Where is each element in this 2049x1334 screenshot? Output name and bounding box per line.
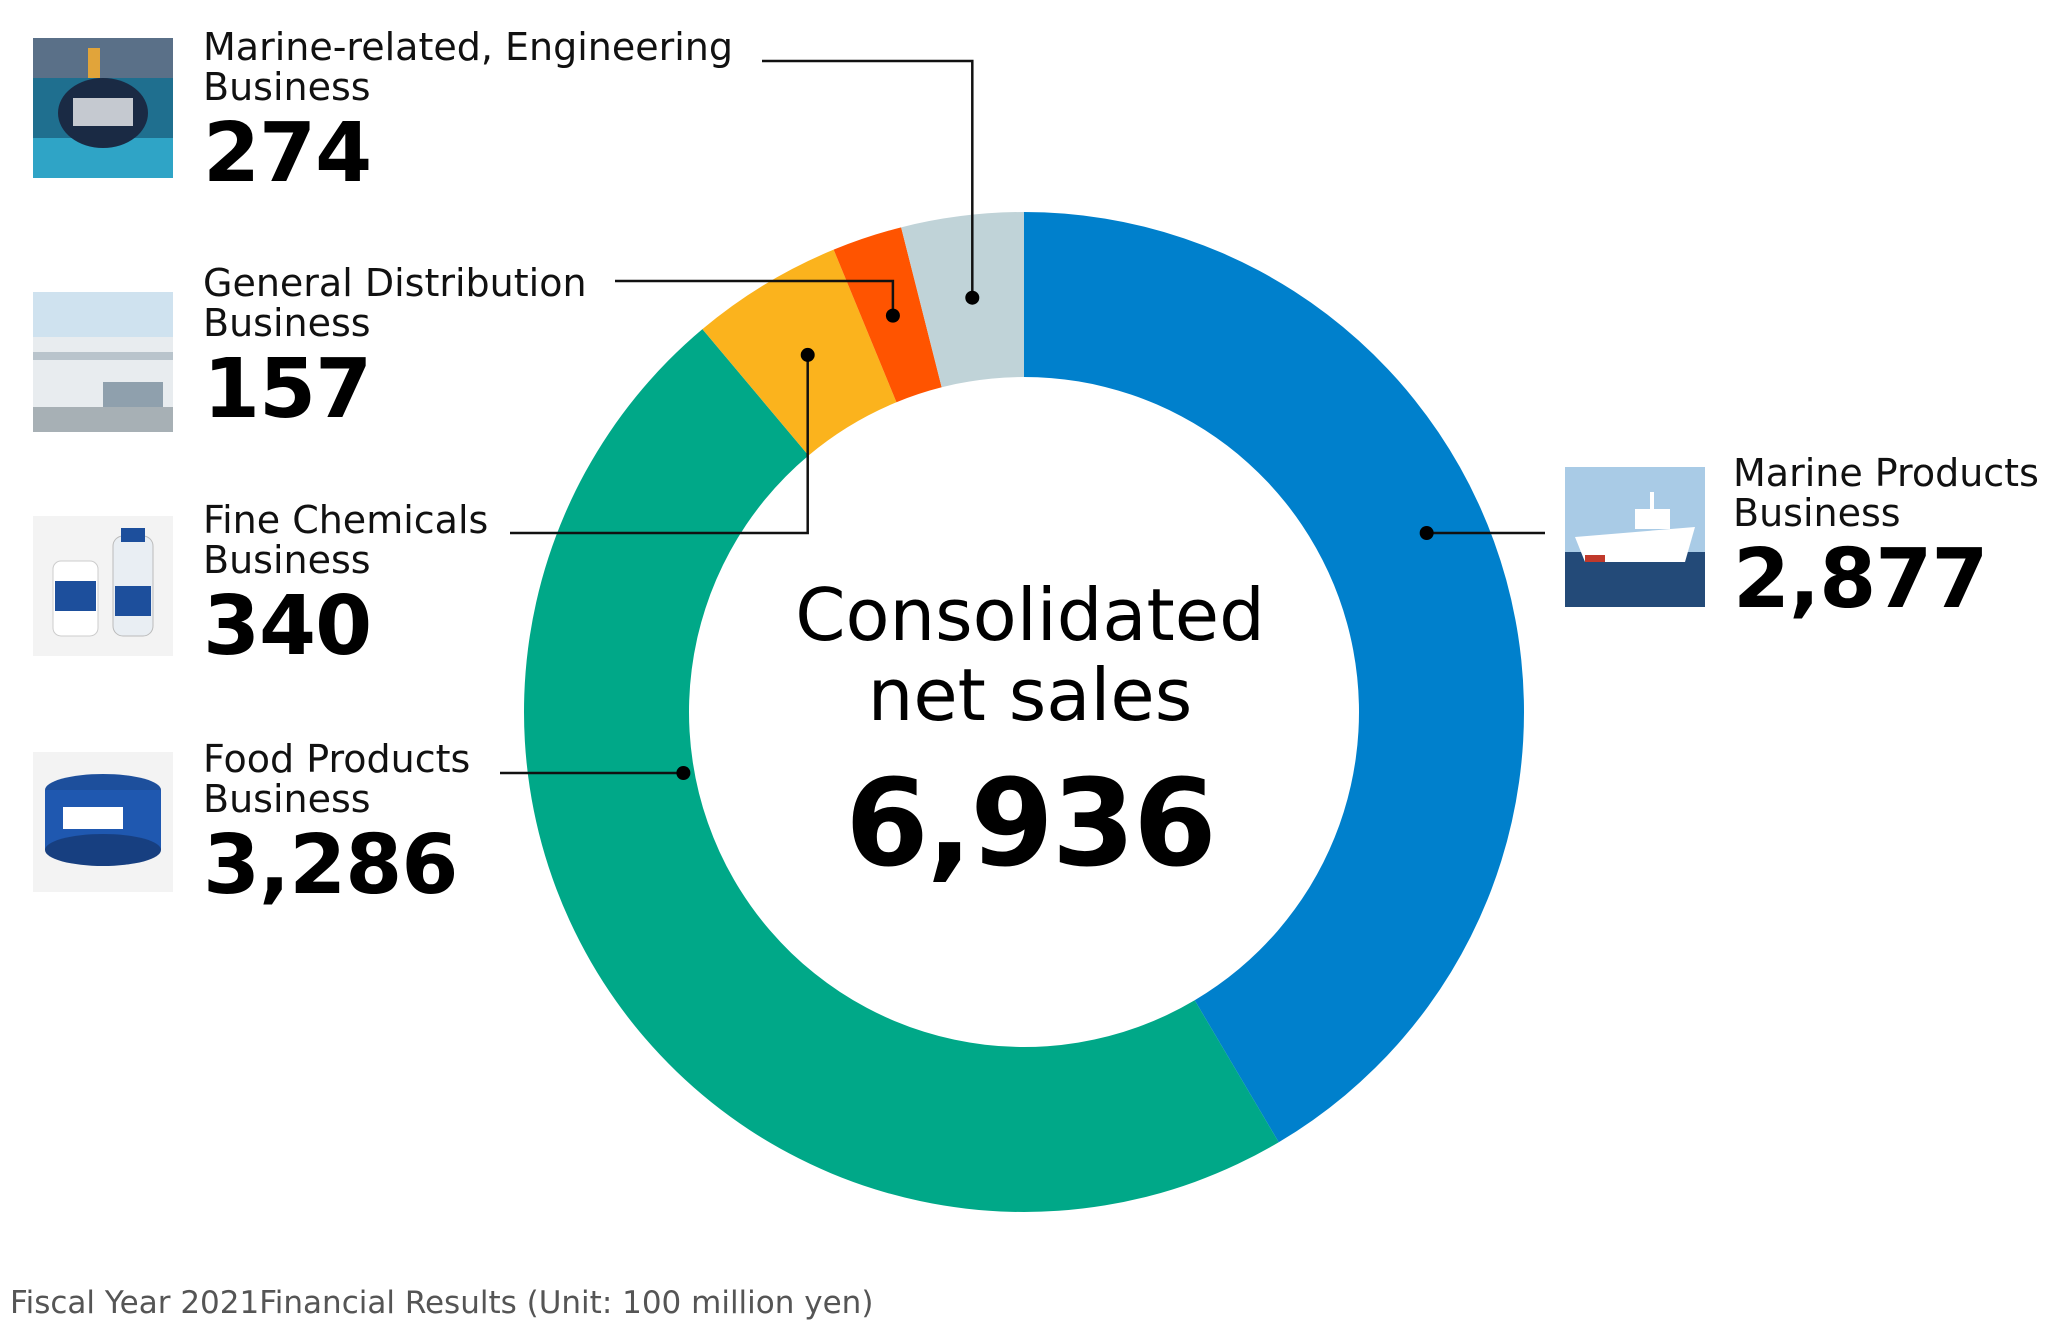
marine-name-line1: Marine Products xyxy=(1733,451,2039,495)
distribution-name-line2: Business xyxy=(203,301,371,345)
leader-food-products-dot xyxy=(676,766,691,780)
label-food-products: Food Products Business 3,286 xyxy=(203,739,470,907)
engineering-photo xyxy=(33,38,173,178)
food-name-line2: Business xyxy=(203,777,371,821)
distribution-warehouse-photo xyxy=(33,292,173,432)
leader-engineering xyxy=(762,59,974,298)
chemicals-name-line1: Fine Chemicals xyxy=(203,498,489,542)
label-general-distribution: General Distribution Business 157 xyxy=(203,263,587,431)
slice-fine-chemicals xyxy=(702,249,897,456)
chemicals-name-line2: Business xyxy=(203,538,371,582)
epa-supplement-photo xyxy=(33,516,173,656)
canned-mackerel-photo xyxy=(33,752,173,892)
engineering-value: 274 xyxy=(203,106,372,201)
center-title-line1: Consolidated xyxy=(795,573,1265,657)
leader-general-distribution xyxy=(615,279,895,316)
chemicals-value: 340 xyxy=(203,579,372,674)
marine-name-line2: Business xyxy=(1733,491,1901,535)
slice-marine-products xyxy=(1024,212,1524,1143)
food-name-line1: Food Products xyxy=(203,737,471,781)
footnote: Fiscal Year 2021Financial Results (Unit:… xyxy=(10,1285,874,1321)
distribution-value: 157 xyxy=(203,342,372,437)
center-total: 6,936 xyxy=(845,755,1217,894)
fishing-vessel-photo xyxy=(1565,467,1705,607)
slice-food-products xyxy=(523,329,1279,1213)
slice-engineering xyxy=(901,212,1024,388)
label-engineering: Marine-related, Engineering Business 274 xyxy=(203,27,733,195)
leader-lines xyxy=(500,59,1545,780)
engineering-name-line1: Marine-related, Engineering xyxy=(203,25,733,69)
center-title-line2: net sales xyxy=(867,653,1193,737)
leader-fine-chemicals xyxy=(510,354,809,535)
distribution-name-line1: General Distribution xyxy=(203,261,587,305)
label-fine-chemicals: Fine Chemicals Business 340 xyxy=(203,500,488,668)
engineering-name-line2: Business xyxy=(203,65,371,109)
leader-engineering-dot xyxy=(965,290,980,305)
label-marine-products: Marine Products Business 2,877 xyxy=(1733,453,2039,621)
food-value: 3,286 xyxy=(203,818,458,913)
center-title: Consolidated net sales xyxy=(730,575,1330,735)
leader-fine-chemicals-dot xyxy=(800,347,815,362)
leader-marine-products-dot xyxy=(1419,526,1434,540)
leader-general-distribution-dot xyxy=(885,308,900,323)
donut-slices xyxy=(523,212,1524,1213)
marine-value: 2,877 xyxy=(1733,532,1988,627)
